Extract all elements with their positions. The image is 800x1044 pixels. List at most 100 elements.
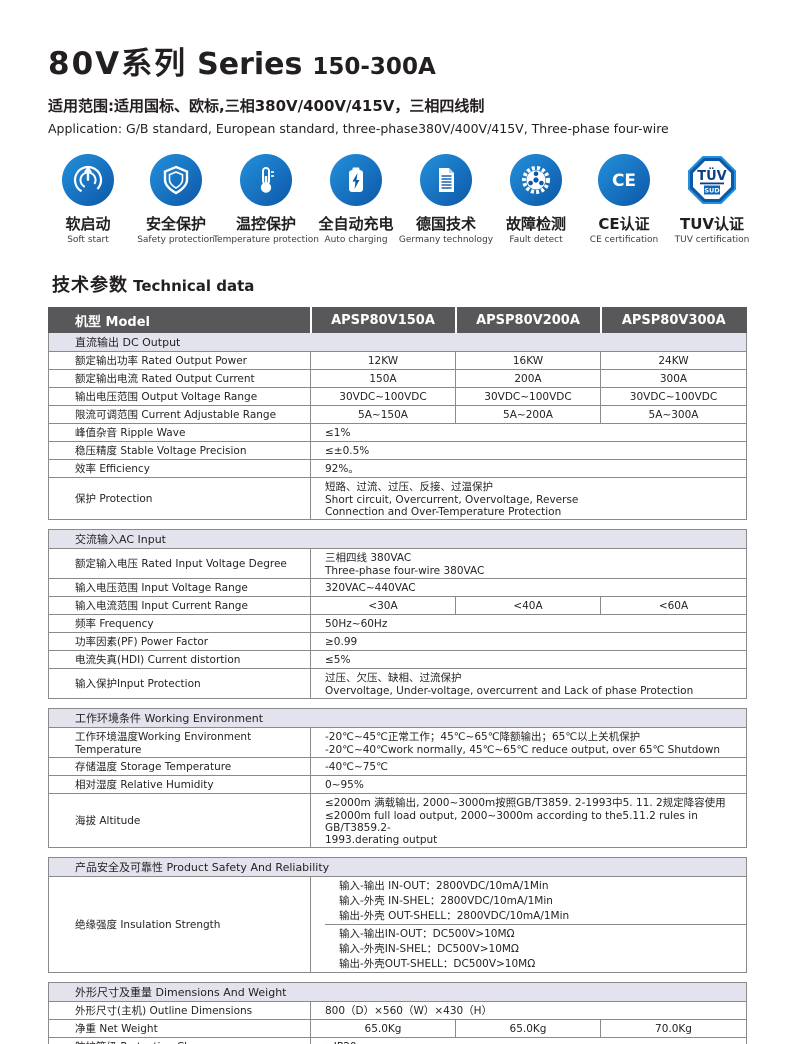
spec-value: <60A [600,596,747,615]
spec-value: 30VDC~100VDC [455,387,601,406]
feature-soft-start: 软启动 Soft start [44,154,132,245]
section-header-dimensions-weight: 外形尺寸及重量 Dimensions And Weight [48,982,747,1002]
feature-label-cn: TUV认证 [679,215,745,233]
spec-value: 200A [455,369,601,388]
spec-value: 65.0Kg [310,1019,456,1038]
thermometer-icon [240,154,292,206]
spec-value: ≤±0.5% [310,441,747,460]
spec-value: ≤1% [310,423,747,442]
svg-text:TÜV: TÜV [697,168,727,184]
spec-value: <30A [310,596,456,615]
spec-label: 电流失真(HDI) Current distortion [48,650,311,669]
table-ac-input: 交流输入AC Input 额定输入电压 Rated Input Voltage … [48,529,747,699]
section-header-product-safety: 产品安全及可靠性 Product Safety And Reliability [47,857,748,877]
spec-value: 800（D）×560（W）×430（H） [310,1001,747,1020]
spec-row: 额定输出电流 Rated Output Current 150A 200A 300A [48,369,747,388]
spec-row: 功率因素(PF) Power Factor ≥0.99 [48,632,747,651]
feature-fault-detect: 故障检测 Fault detect [492,154,580,245]
spec-label: 峰值杂音 Ripple Wave [48,423,311,442]
technical-data-heading-en: Technical data [133,277,255,295]
spec-row: 限流可调范围 Current Adjustable Range 5A~150A 5A… [48,405,747,424]
feature-safety-protection: 安全保护 Safety protection [132,154,220,245]
model-name: APSP80V300A [599,307,747,333]
feature-label-en: Germany technology [398,235,494,245]
battery-icon [330,154,382,206]
model-name: APSP80V150A [309,307,456,333]
spec-value: 30VDC~100VDC [600,387,747,406]
table-working-environment: 工作环境条件 Working Environment 工作环境温度Working… [47,708,748,848]
spec-label: 输出电压范围 Output Voltage Range [48,387,311,406]
model-header-row: 机型 Model APSP80V150A APSP80V200A APSP80V… [48,307,747,333]
shield-icon [150,154,202,206]
table-product-safety: 产品安全及可靠性 Product Safety And Reliability … [47,857,748,973]
spec-row: 效率 Efficiency 92%。 [48,459,747,478]
spec-value: ≤5% [310,650,747,669]
section-title: 产品安全及可靠性 Product Safety And Reliability [47,857,748,877]
spec-row: 相对湿度 Relative Humidity 0~95% [48,775,748,794]
page-title: 80V系列 Series 150-300A [48,38,800,83]
feature-label-cn: 安全保护 [145,215,206,233]
spec-value: 输入-输出 IN-OUT：2800VDC/10mA/1Min 输入-外壳 IN-… [309,876,748,973]
feature-icon-row: 软启动 Soft start 安全保护 Safety protection [44,154,756,245]
spec-value: 300A [600,369,747,388]
series-title-cn: 80V系列 [48,46,188,82]
feature-label-cn: CE认证 [598,215,650,233]
svg-text:CE: CE [612,171,636,191]
spec-value: 320VAC~440VAC [310,578,747,597]
spec-row: 海拔 Altitude ≤2000m 满载输出, 2000~3000m按照GB/T… [48,793,748,848]
spec-value: 16KW [455,351,601,370]
svg-text:SUD: SUD [704,187,720,195]
spec-label: 频率 Frequency [48,614,311,633]
feature-temperature-protection: 温控保护 Temperature protection [213,154,319,245]
spec-label: 绝缘强度 Insulation Strength [48,876,311,973]
feature-label-cn: 温控保护 [235,215,296,233]
spec-row: 净重 Net Weight 65.0Kg 65.0Kg 70.0Kg [48,1019,747,1038]
table-dimensions-weight: 外形尺寸及重量 Dimensions And Weight 外形尺寸(主机) O… [48,982,747,1044]
series-range: 150-300A [312,54,436,80]
feature-label-cn: 故障检测 [505,215,566,233]
model-header-label: 机型 Model [48,307,311,333]
spec-row: 防护等级 Protection Class≥IP20 [48,1037,747,1044]
spec-row: 稳压精度 Stable Voltage Precision ≤±0.5% [48,441,747,460]
spec-label: 净重 Net Weight [48,1019,311,1038]
spec-value: ≥0.99 [310,632,747,651]
section-title: 直流输出 DC Output [48,332,747,352]
gear-icon [510,154,562,206]
application-scope-cn: 适用范围:适用国标、欧标,三相380V/400V/415V，三相四线制 [48,97,485,115]
series-title-en: Series [197,47,303,82]
feature-label-cn: 软启动 [65,215,111,233]
section-header-dc-output: 直流输出 DC Output [48,332,747,352]
spec-value: ≤2000m 满载输出, 2000~3000m按照GB/T3859. 2-199… [309,793,748,848]
feature-germany-technology: 德国技术 Germany technology [398,154,494,245]
model-name: APSP80V200A [454,307,601,333]
spec-label: 存储温度 Storage Temperature [48,757,311,776]
spec-value-part: 输入-输出 IN-OUT：2800VDC/10mA/1Min 输入-外壳 IN-… [325,877,747,925]
title-block: 80V系列 Series 150-300A 适用范围:适用国标、欧标,三相380… [0,0,800,136]
spec-value: 0~95% [309,775,748,794]
document-icon [420,154,472,206]
spec-row: 电流失真(HDI) Current distortion ≤5% [48,650,747,669]
spec-label: 输入保护Input Protection [48,668,311,699]
section-header-ac-input: 交流输入AC Input [48,529,747,549]
technical-data-heading-cn: 技术参数 [52,275,128,296]
spec-value: -40℃~75℃ [309,757,748,776]
spec-value: 50Hz~60Hz [310,614,747,633]
spec-label: 防护等级 Protection Class [48,1037,311,1044]
spec-value: 65.0Kg [455,1019,601,1038]
spec-row: 存储温度 Storage Temperature -40℃~75℃ [48,757,748,776]
spec-label: 稳压精度 Stable Voltage Precision [48,441,311,460]
technical-data-heading: 技术参数 Technical data [52,271,800,297]
feature-label-en: Fault detect [509,235,563,245]
spec-row: 输入电压范围 Input Voltage Range 320VAC~440VAC [48,578,747,597]
feature-label-en: Soft start [67,235,109,245]
spec-label: 效率 Efficiency [48,459,311,478]
feature-label-cn: 全自动充电 [318,215,394,233]
spec-value: 短路、过流、过压、反接、过温保护 Short circuit, Overcurr… [310,477,747,520]
spec-value: 24KW [600,351,747,370]
spec-row: 保护 Protection 短路、过流、过压、反接、过温保护 Short circ… [48,477,747,520]
section-title: 交流输入AC Input [48,529,747,549]
spec-value: -20℃~45℃正常工作；45℃~65℃降额输出；65℃以上关机保护 -20℃~… [309,727,748,758]
spec-row: 工作环境温度Working Environment Temperature -20… [48,727,748,758]
spec-row: 输入保护Input Protection 过压、欠压、缺相、过流保护 Overvo… [48,668,747,699]
